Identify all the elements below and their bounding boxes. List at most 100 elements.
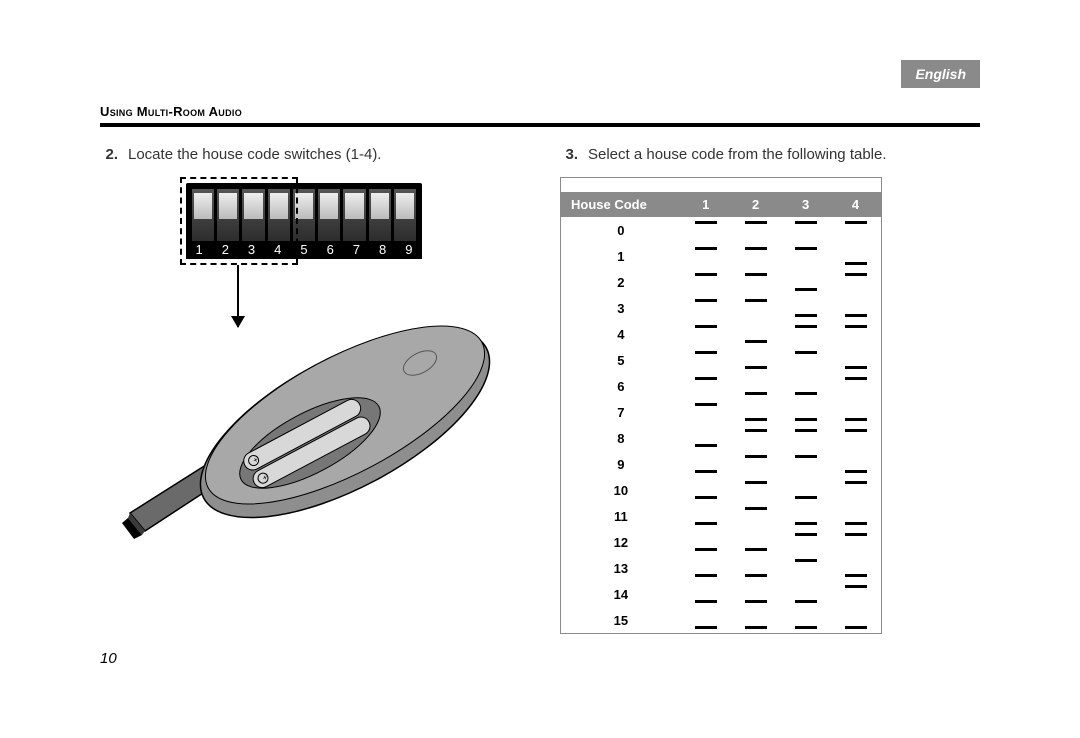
switch-cell — [781, 269, 831, 295]
switch-down-icon — [745, 340, 767, 343]
switch-down-icon — [695, 600, 717, 603]
table-row: 15 — [561, 607, 881, 633]
switch-cell — [681, 581, 731, 607]
switch-cell — [681, 295, 731, 321]
switch-cell — [681, 425, 731, 451]
switch-up-icon — [745, 481, 767, 484]
switch-down-icon — [745, 600, 767, 603]
switch-up-icon — [845, 221, 867, 224]
switch-cell — [731, 425, 781, 451]
switch-cell — [831, 529, 881, 555]
switch-cell — [681, 243, 731, 269]
switch-cell — [781, 243, 831, 269]
switch-cell — [781, 425, 831, 451]
left-column: 2. Locate the house code switches (1-4).… — [100, 146, 520, 639]
table-header-sw1: 1 — [681, 192, 731, 217]
switch-cell — [831, 503, 881, 529]
switch-up-icon — [845, 585, 867, 588]
table-row: 6 — [561, 373, 881, 399]
table-header-label: House Code — [561, 192, 681, 217]
switch-up-icon — [795, 455, 817, 458]
switch-up-icon — [745, 221, 767, 224]
house-code-cell: 9 — [561, 451, 681, 477]
step-2-text: Locate the house code switches (1-4). — [128, 146, 520, 163]
switch-up-icon — [745, 247, 767, 250]
switch-up-icon — [845, 533, 867, 536]
house-code-cell: 8 — [561, 425, 681, 451]
switch-up-icon — [695, 325, 717, 328]
switch-cell — [831, 477, 881, 503]
table-row: 3 — [561, 295, 881, 321]
table-row: 14 — [561, 581, 881, 607]
switch-cell — [781, 373, 831, 399]
switch-cell — [831, 399, 881, 425]
switch-cell — [781, 529, 831, 555]
switch-down-icon — [845, 626, 867, 629]
switch-up-icon — [745, 299, 767, 302]
page-number: 10 — [100, 650, 117, 667]
house-code-cell: 5 — [561, 347, 681, 373]
switch-down-icon — [745, 392, 767, 395]
switch-down-icon — [695, 496, 717, 499]
table-row: 13 — [561, 555, 881, 581]
dip-knob-icon — [320, 193, 338, 219]
switch-down-icon — [795, 600, 817, 603]
switch-up-icon — [795, 429, 817, 432]
house-code-cell: 11 — [561, 503, 681, 529]
dip-switch-illustration: 123456789 — [120, 183, 500, 543]
switch-up-icon — [845, 429, 867, 432]
switch-cell — [681, 347, 731, 373]
dip-label: 7 — [343, 241, 369, 259]
step-3-number: 3. — [560, 146, 578, 163]
switch-cell — [681, 607, 731, 633]
switch-cell — [831, 373, 881, 399]
table-row: 7 — [561, 399, 881, 425]
switch-cell — [831, 347, 881, 373]
switch-cell — [731, 269, 781, 295]
switch-cell — [831, 607, 881, 633]
switch-down-icon — [795, 522, 817, 525]
switch-cell — [681, 399, 731, 425]
house-code-cell: 1 — [561, 243, 681, 269]
switch-cell — [781, 399, 831, 425]
switch-cell — [781, 451, 831, 477]
switch-down-icon — [845, 262, 867, 265]
section-header: Using Multi-Room Audio — [100, 104, 980, 127]
switch-cell — [681, 477, 731, 503]
switch-cell — [781, 607, 831, 633]
switch-up-icon — [795, 559, 817, 562]
house-code-cell: 10 — [561, 477, 681, 503]
switch-up-icon — [695, 247, 717, 250]
table-header-sw4: 4 — [831, 192, 881, 217]
switch-down-icon — [695, 522, 717, 525]
table-header-sw3: 3 — [781, 192, 831, 217]
switch-cell — [781, 321, 831, 347]
dip-knob-icon — [371, 193, 389, 219]
switch-cell — [831, 451, 881, 477]
language-tab: English — [901, 60, 980, 88]
switch-down-icon — [745, 366, 767, 369]
switch-down-icon — [845, 418, 867, 421]
switch-up-icon — [695, 221, 717, 224]
switch-cell — [731, 243, 781, 269]
switch-cell — [681, 217, 731, 243]
remote-device-icon: + + — [120, 283, 500, 543]
switch-down-icon — [695, 444, 717, 447]
switch-cell — [681, 529, 731, 555]
switch-up-icon — [695, 351, 717, 354]
switch-down-icon — [745, 574, 767, 577]
house-code-cell: 6 — [561, 373, 681, 399]
section-rule — [100, 123, 980, 127]
switch-cell — [681, 451, 731, 477]
switch-cell — [731, 607, 781, 633]
switch-down-icon — [795, 418, 817, 421]
switch-cell — [831, 295, 881, 321]
switch-cell — [731, 347, 781, 373]
switch-cell — [731, 477, 781, 503]
switch-cell — [831, 425, 881, 451]
switch-cell — [681, 503, 731, 529]
house-code-table-wrap: House Code 1 2 3 4 012345678910111213141… — [560, 177, 882, 634]
switch-cell — [731, 295, 781, 321]
switch-up-icon — [695, 273, 717, 276]
switch-up-icon — [795, 351, 817, 354]
